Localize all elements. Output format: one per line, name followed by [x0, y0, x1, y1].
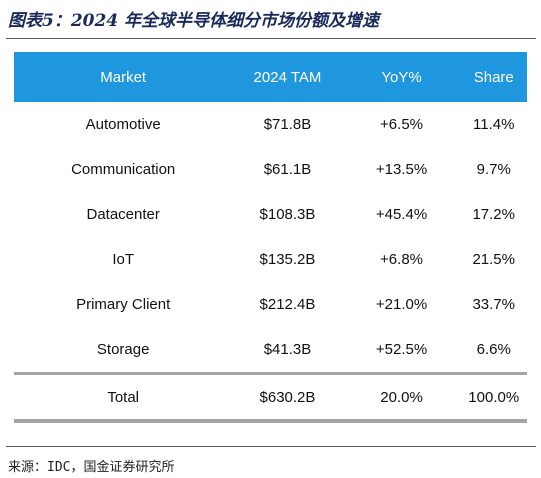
- title-rule: [6, 38, 536, 39]
- cell: Primary Client: [76, 296, 171, 313]
- cell: +52.5%: [375, 341, 428, 358]
- cell: Total: [14, 372, 233, 423]
- cell: $108.3B: [259, 206, 316, 223]
- cell: Communication: [71, 161, 176, 178]
- cell: 33.7%: [472, 296, 515, 313]
- table: Market 2024 TAM YoY% Share Automotive $71.8B…: [14, 52, 527, 423]
- cell: $135.2B: [259, 251, 316, 268]
- cell: $61.1B: [263, 161, 312, 178]
- cell: Automotive: [85, 116, 161, 133]
- cell: $71.8B: [263, 116, 312, 133]
- cell: +45.4%: [375, 206, 428, 223]
- cell: +6.5%: [380, 116, 423, 133]
- table-body: Automotive $71.8B +6.5% 11.4% Communication $…: [14, 102, 527, 423]
- column-header: 2024 TAM: [232, 52, 343, 102]
- title: 图表5：2024 年全球半导体细分市场份额及增速: [8, 11, 380, 31]
- cell: +13.5%: [375, 161, 428, 178]
- cell: 11.4%: [473, 116, 515, 133]
- header-row: Market 2024 TAM YoY% Share: [14, 52, 527, 102]
- footer-rule: [6, 446, 536, 447]
- cell: +21.0%: [375, 296, 428, 313]
- cell: Storage: [96, 341, 150, 358]
- cell: Datacenter: [86, 206, 160, 223]
- table-row: Primary Client $212.4B +21.0% 33.7%: [14, 282, 527, 327]
- source: 来源：IDC，国金证券研究所: [8, 460, 175, 475]
- cell: 6.6%: [476, 341, 511, 358]
- table-row: Communication $61.1B +13.5% 9.7%: [14, 147, 527, 192]
- cell: 100.0%: [460, 372, 527, 423]
- cell: IoT: [112, 251, 135, 268]
- cell: 17.2%: [472, 206, 515, 223]
- cell: $41.3B: [263, 341, 312, 358]
- cell: +6.8%: [380, 251, 423, 268]
- cell: 21.5%: [472, 251, 515, 268]
- cell: $630.2B: [232, 372, 343, 423]
- table-row: Storage $41.3B +52.5% 6.6%: [14, 327, 527, 374]
- column-header: YoY%: [342, 52, 461, 102]
- column-header: Share: [460, 52, 527, 102]
- table-row: Datacenter $108.3B +45.4% 17.2%: [14, 192, 527, 237]
- total-row: Total $630.2B 20.0% 100.0%: [14, 372, 527, 423]
- table-row: Automotive $71.8B +6.5% 11.4%: [14, 102, 527, 147]
- cell: 20.0%: [342, 372, 461, 423]
- cell: 9.7%: [476, 161, 511, 178]
- cell: $212.4B: [259, 296, 316, 313]
- table-row: IoT $135.2B +6.8% 21.5%: [14, 237, 527, 282]
- column-header: Market: [14, 52, 233, 102]
